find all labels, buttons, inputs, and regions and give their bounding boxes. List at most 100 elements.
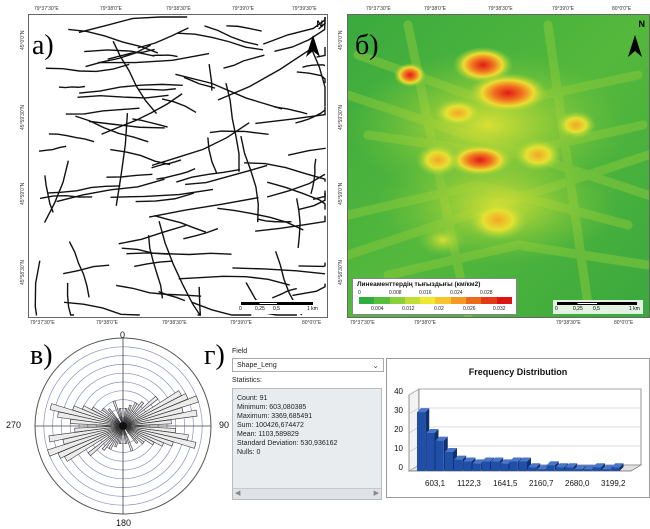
lineament (79, 83, 183, 94)
lineament (208, 64, 213, 91)
histogram-bar-top (583, 465, 596, 470)
y-tick-label: 0 (398, 463, 403, 472)
stat-nulls: Nulls: 0 (237, 449, 261, 456)
histogram-bar-top (574, 465, 587, 470)
rose-petal (118, 408, 124, 427)
histogram-bar-top (472, 459, 485, 464)
lineament (43, 160, 70, 223)
lineament (244, 162, 326, 182)
rose-diagram (34, 337, 212, 515)
lineament (302, 64, 326, 68)
coord-label: 79°38'30"E (488, 6, 513, 12)
coord-label: 79°37'30"E (30, 320, 55, 326)
rose-center (119, 422, 127, 430)
lineament (287, 147, 326, 156)
stat-maximum: Maximum: 3369,685491 (237, 413, 313, 420)
lineament (177, 32, 264, 51)
legend-title: Линеаменттердің тығыздығы (км/км2) (357, 281, 481, 288)
density-map: N 0 0,25 0,5 1 km (347, 14, 650, 318)
histogram-bar-top (481, 457, 494, 462)
histogram-bar-top (611, 463, 624, 468)
stat-mean: Mean: 1103,589829 (237, 431, 299, 438)
lineament (266, 173, 326, 198)
lineament (68, 28, 159, 54)
scroll-right-icon[interactable]: ▶ (373, 490, 379, 497)
scale-label: 0,5 (273, 306, 280, 312)
legend-tick: 0.024 (450, 290, 463, 296)
lineament (39, 195, 93, 200)
rose-petal (122, 395, 199, 427)
lineament (84, 49, 155, 57)
density-heatmap (348, 15, 649, 317)
coord-label: 79°38'0"E (424, 6, 446, 12)
north-arrow-icon (628, 35, 642, 57)
histogram-bar (546, 465, 555, 471)
lineament (34, 260, 41, 316)
scroll-left-icon[interactable]: ◀ (235, 490, 241, 497)
histogram-bar (509, 461, 518, 471)
coord-label: 45°0'0"N (338, 30, 344, 50)
lineament (112, 40, 158, 115)
histogram-bar (537, 469, 546, 471)
coord-label: 45°59'0"N (20, 182, 26, 205)
lineament (116, 284, 202, 297)
rose-petal (122, 401, 145, 427)
lineament (217, 49, 310, 101)
coord-label: 79°37'30"E (366, 6, 391, 12)
lineament (226, 25, 262, 32)
histogram-bar (500, 463, 509, 471)
x-tick-label: 3199,2 (601, 479, 626, 488)
histogram-bar (583, 469, 592, 471)
field-label: Field (232, 348, 248, 355)
histogram-bar-top (602, 465, 615, 470)
coord-label: 79°39'0"E (232, 6, 254, 12)
rose-petal (122, 408, 128, 427)
y-tick-label: 20 (394, 425, 403, 434)
legend-tick: 0.02 (434, 306, 444, 312)
lineament (273, 106, 308, 115)
rose-petal (91, 406, 124, 427)
legend-swatch (420, 297, 436, 304)
lineament (178, 275, 290, 286)
histogram-bar (426, 433, 435, 471)
lineament (68, 241, 90, 298)
rose-petal (47, 425, 124, 457)
legend-color-ramp (359, 297, 512, 304)
histogram-bar (574, 469, 583, 471)
coord-label: 79°39'0"E (552, 6, 574, 12)
histogram-bar (592, 467, 601, 471)
lineament (191, 301, 252, 316)
lineament (62, 264, 110, 275)
histogram-bar-top (444, 448, 457, 452)
legend-swatch (496, 297, 512, 304)
lineament (135, 192, 195, 203)
histogram-bar (611, 467, 620, 471)
statistics-label: Statistics: (232, 377, 262, 384)
histogram-bar-top (509, 457, 522, 462)
rose-petal (122, 425, 155, 446)
coord-label: 79°37'30"E (350, 320, 375, 326)
legend-swatch (389, 297, 405, 304)
rose-petal (122, 419, 172, 427)
histogram-bar (602, 469, 611, 471)
coord-label: 79°38'0"E (96, 320, 118, 326)
coord-label: 80°0'0"E (614, 320, 634, 326)
lineament (154, 214, 207, 233)
field-dropdown[interactable]: Shape_Leng ⌄ (232, 358, 384, 372)
scale-label: 0,5 (593, 306, 600, 312)
stat-sum: Sum: 100426,674472 (237, 422, 304, 429)
lineament-lines (34, 16, 326, 316)
legend-tick: 0.028 (480, 290, 493, 296)
lineament (48, 133, 95, 143)
horizontal-scrollbar[interactable]: ◀ ▶ (233, 488, 381, 499)
legend-swatch (359, 297, 375, 304)
lineament (156, 167, 196, 180)
lineament (158, 221, 201, 316)
histogram-bar-top (454, 455, 467, 460)
histogram-bar (518, 461, 527, 471)
lineament (126, 252, 232, 256)
coord-label: 79°39'30"E (292, 6, 317, 12)
legend-tick: 0.008 (389, 290, 402, 296)
lineament (298, 262, 326, 268)
lineament (197, 286, 202, 316)
